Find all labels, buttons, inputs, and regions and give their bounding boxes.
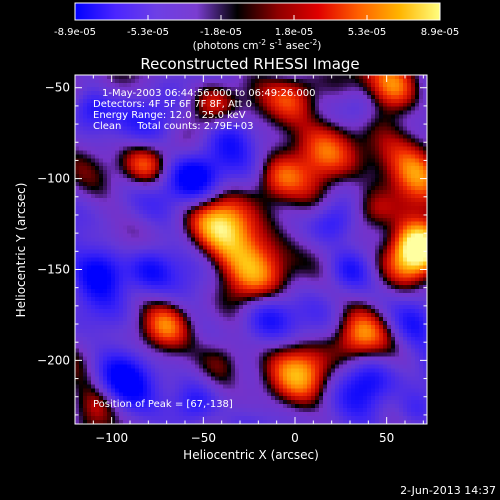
colorbar-tick-label: 8.9e-05: [421, 27, 459, 38]
colorbar-tick-labels: -8.9e-05 -5.3e-05 -1.8e-05 1.8e-05 5.3e-05 8.…: [54, 27, 459, 38]
x-axis-ticks: −100 −50 0 50: [92, 75, 424, 445]
y-tick-label: −150: [37, 262, 70, 276]
colorbar-tick-label: 1.8e-05: [275, 27, 313, 38]
plot-frame: [74, 74, 428, 425]
y-tick-label: −50: [45, 81, 70, 95]
colorbar-tick-label: -1.8e-05: [200, 27, 242, 38]
unit-exp-3: -2: [310, 38, 318, 47]
colorbar-unit-label: (photons cm-2 s-1 asec-2): [193, 38, 322, 52]
info-line-time: 1-May-2003 06:44:56.000 to 06:49:26.000: [102, 88, 315, 99]
y-axis-label: Heliocentric Y (arcsec): [14, 183, 28, 318]
unit-exp-2: -1: [275, 38, 283, 47]
y-axis-ticks: −50 −100 −150 −200: [37, 81, 427, 416]
colorbar: [74, 2, 441, 21]
timestamp: 2-Jun-2013 14:37: [400, 484, 496, 497]
x-axis-label: Heliocentric X (arcsec): [183, 448, 319, 462]
info-line-detectors: Detectors: 4F 5F 6F 7F 8F, Att 0: [93, 99, 252, 110]
info-line-clean: Clean Total counts: 2.79E+03: [93, 121, 253, 132]
x-tick-label: 50: [379, 431, 394, 445]
x-tick-label: −100: [95, 431, 128, 445]
x-tick-label: −50: [191, 431, 216, 445]
unit-suffix: ): [317, 40, 321, 52]
info-line-energy: Energy Range: 12.0 - 25.0 keV: [93, 110, 246, 121]
unit-mid-1: s: [266, 40, 275, 52]
x-tick-label: 0: [291, 431, 299, 445]
unit-mid-2: asec: [282, 40, 310, 52]
heatmap-image: [75, 75, 427, 424]
peak-position-label: Position of Peak = [67,-138]: [93, 399, 233, 410]
colorbar-tick-label: -8.9e-05: [54, 27, 96, 38]
y-tick-label: −100: [37, 172, 70, 186]
unit-exp-1: -2: [259, 38, 267, 47]
chart-title: Reconstructed RHESSI Image: [140, 55, 359, 73]
info-annotation: 1-May-2003 06:44:56.000 to 06:49:26.000 …: [93, 88, 315, 132]
colorbar-tick-label: 5.3e-05: [348, 27, 386, 38]
y-tick-label: −200: [37, 353, 70, 367]
colorbar-ticks: [74, 15, 441, 20]
colorbar-tick-label: -5.3e-05: [127, 27, 169, 38]
unit-prefix: (photons cm: [193, 40, 259, 52]
heatmap: [75, 75, 427, 424]
